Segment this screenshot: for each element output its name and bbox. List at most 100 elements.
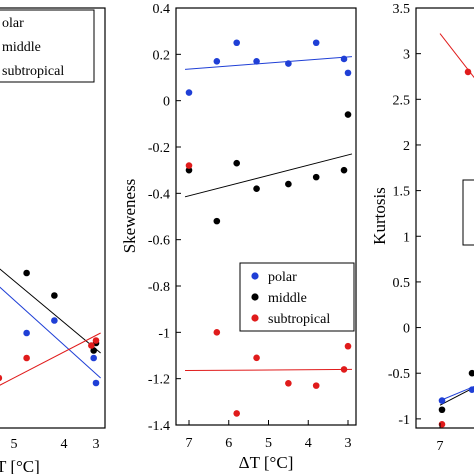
ytick-label: 0.2 — [153, 48, 171, 63]
data-point-polar — [438, 397, 446, 404]
legend-label-middle: middle — [268, 291, 307, 306]
data-point-middle — [233, 159, 240, 167]
data-point-subtropical — [464, 68, 472, 76]
ytick-label: -0.8 — [148, 280, 170, 295]
xtick-label: 5 — [11, 437, 18, 452]
data-point-subtropical — [340, 366, 348, 373]
data-point-polar — [185, 89, 193, 96]
data-point-middle — [213, 217, 221, 225]
trend-line-subtropical — [0, 332, 101, 386]
data-point-subtropical — [213, 329, 221, 336]
ytick-label: 0.5 — [393, 276, 411, 291]
trend-line-subtropical — [439, 33, 474, 79]
ytick-label: 1.5 — [393, 185, 411, 200]
data-point-polar — [285, 60, 292, 67]
panel-right-ylabel: Kurtosis — [370, 187, 389, 245]
trend-line-middle — [0, 268, 101, 354]
data-point-middle — [438, 406, 446, 414]
legend-box — [0, 9, 95, 83]
xtick-label: 7 — [437, 439, 444, 454]
trend-line-subtropical — [185, 368, 352, 372]
panel-center-xlabel: ΔT [°C] — [239, 453, 294, 472]
data-point-subtropical — [253, 354, 260, 362]
xtick-label: 4 — [61, 437, 68, 452]
data-point-polar — [340, 55, 348, 63]
trend-line-middle — [439, 386, 474, 406]
ytick-label: -0.5 — [388, 367, 410, 382]
xtick-label: 7 — [186, 436, 193, 451]
data-point-middle — [253, 185, 260, 192]
ytick-label: -0.4 — [148, 187, 170, 202]
data-point-middle — [23, 269, 30, 277]
data-point-polar — [233, 39, 240, 47]
data-point-subtropical — [23, 354, 30, 362]
panel-left-xlabel: T [°C] — [0, 457, 40, 474]
data-point-subtropical — [0, 374, 3, 382]
ytick-label: 3 — [403, 48, 410, 63]
data-point-subtropical — [312, 382, 320, 389]
legend-marker-middle — [251, 293, 259, 301]
data-point-subtropical — [285, 380, 292, 387]
data-point-middle — [340, 166, 348, 174]
data-point-polar — [213, 57, 221, 65]
data-point-subtropical — [344, 342, 352, 350]
panel-left-legend: olar middle subtropical — [0, 9, 95, 83]
data-point-polar — [468, 386, 474, 393]
panel-center-frame — [175, 7, 357, 426]
ytick-label: 0 — [403, 322, 410, 337]
ytick-label: 2 — [403, 139, 410, 154]
panel-right-legend-fragment — [462, 179, 474, 246]
trend-line-polar — [0, 286, 101, 379]
ytick-label: -0.6 — [148, 234, 170, 249]
data-point-polar — [253, 57, 260, 65]
ytick-label: -1.4 — [148, 419, 170, 434]
data-point-polar — [51, 317, 58, 324]
data-point-subtropical — [92, 337, 100, 344]
legend-label-middle: middle — [2, 40, 41, 55]
legend-label-subtropical: subtropical — [2, 64, 64, 79]
data-point-middle — [468, 369, 474, 377]
data-point-middle — [344, 111, 352, 118]
ytick-label: -0.2 — [148, 141, 170, 156]
data-point-polar — [344, 69, 352, 77]
data-point-middle — [51, 292, 58, 299]
panel-left: 5 4 3 T [°C] olar middle subtropical — [0, 7, 106, 474]
legend-label-subtropical: subtropical — [268, 312, 330, 327]
ytick-label: -1.2 — [148, 373, 170, 388]
xtick-label: 3 — [345, 436, 352, 451]
panel-center-legend: polar middle subtropical — [239, 262, 355, 332]
data-point-polar — [312, 39, 320, 47]
data-point-subtropical — [88, 342, 95, 349]
xtick-label: 6 — [225, 436, 232, 451]
legend-box — [239, 262, 355, 332]
ytick-label: 1 — [403, 230, 410, 245]
ytick-label: 2.5 — [393, 93, 411, 108]
xtick-label: 5 — [265, 436, 272, 451]
ytick-label: -1 — [398, 413, 410, 428]
panel-left-frame — [0, 7, 106, 429]
legend-marker-subtropical — [251, 314, 259, 322]
ytick-label: 3.5 — [393, 2, 411, 17]
data-point-polar — [92, 379, 100, 387]
xtick-label: 3 — [93, 437, 100, 452]
ytick-label: 0.4 — [153, 2, 171, 17]
panel-center-ylabel: Skeweness — [120, 179, 139, 254]
xtick-label: 4 — [305, 436, 312, 451]
data-point-middle — [185, 166, 193, 174]
data-point-subtropical — [185, 162, 193, 169]
panel-left-xticks: 5 4 3 — [11, 437, 100, 452]
data-point-middle — [312, 173, 320, 181]
panel-right-frame — [415, 7, 474, 429]
ytick-label: -1 — [158, 326, 170, 341]
data-point-middle — [285, 180, 292, 188]
data-point-subtropical — [233, 410, 240, 417]
trend-line-middle — [184, 153, 353, 198]
data-point-polar — [90, 354, 97, 362]
data-point-polar — [23, 329, 30, 337]
trend-line-polar — [184, 56, 353, 70]
legend-label-polar: olar — [2, 16, 24, 31]
legend-marker-polar — [251, 272, 259, 280]
legend-label-polar: polar — [268, 270, 297, 285]
